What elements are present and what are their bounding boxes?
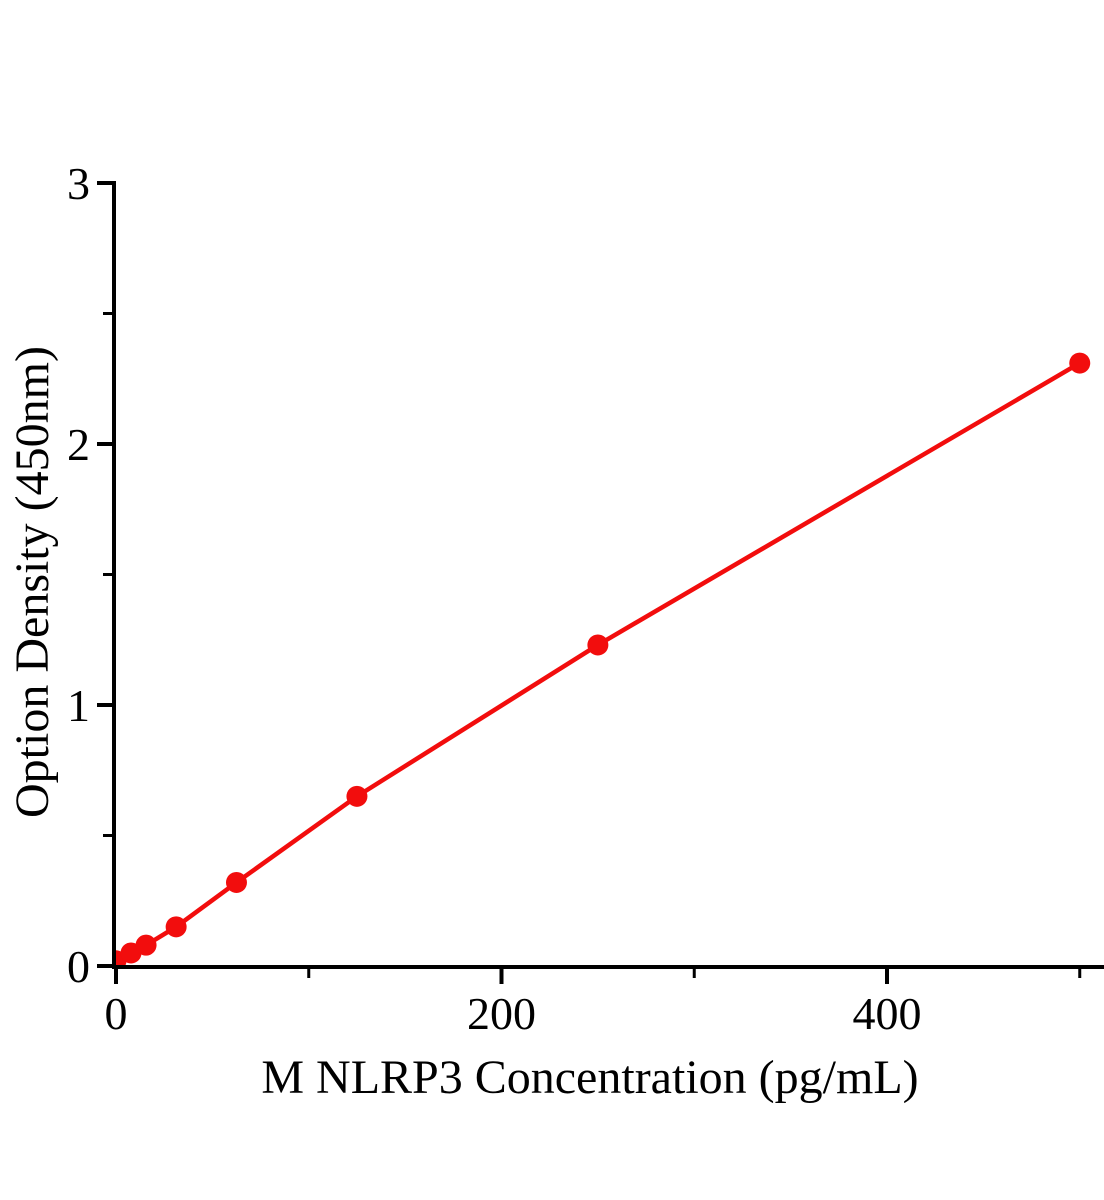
y-tick-label-1: 1	[67, 680, 90, 731]
x-tick-label-400: 400	[853, 988, 922, 1039]
data-point-x500	[1069, 352, 1091, 374]
x-axis-title: M NLRP3 Concentration (pg/mL)	[261, 1051, 918, 1104]
series-m-nlrp3-standard-curve	[116, 352, 1091, 965]
y-axis-title: Option Density (450nm)	[6, 346, 59, 818]
y-tick-label-2: 2	[67, 419, 90, 470]
x-tick-label-0: 0	[105, 988, 128, 1039]
data-point-x125	[346, 785, 368, 807]
y-tick-label-3: 3	[67, 158, 90, 209]
data-point-x250	[587, 634, 609, 656]
y-tick-label-0: 0	[67, 941, 90, 992]
x-tick-label-200: 200	[467, 988, 536, 1039]
series-line	[116, 361, 1081, 963]
data-point-x31.2	[165, 916, 187, 938]
data-point-x15.6	[135, 934, 157, 956]
data-point-x62.5	[225, 871, 247, 893]
